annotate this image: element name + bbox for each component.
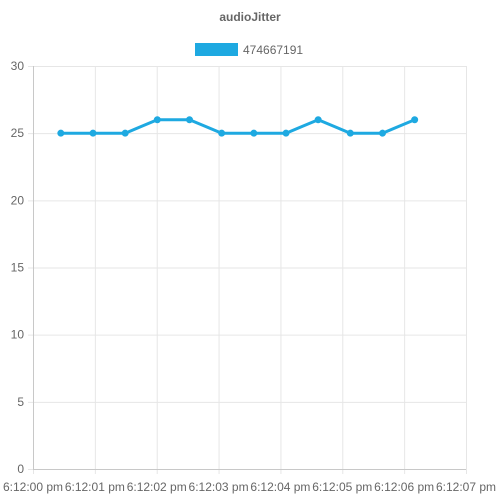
- y-axis-ticks: 0 5 10 15 20 25 30: [11, 59, 25, 476]
- data-point[interactable]: [153, 116, 161, 124]
- chart-title: audioJitter: [219, 10, 281, 24]
- y-tick-label: 30: [11, 59, 25, 73]
- data-point[interactable]: [89, 129, 97, 137]
- x-axis-ticks: 6:12:00 pm 6:12:01 pm 6:12:02 pm 6:12:03 pm…: [3, 480, 496, 494]
- x-tick-label: 6:12:06 pm: [374, 480, 434, 494]
- x-tick-label: 6:12:05 pm: [312, 480, 372, 494]
- legend-label: 474667191: [243, 43, 303, 57]
- y-tick-label: 0: [17, 462, 24, 476]
- data-point[interactable]: [411, 116, 419, 124]
- x-tick-label: 6:12:04 pm: [250, 480, 310, 494]
- data-point[interactable]: [314, 116, 322, 124]
- x-tick-label: 6:12:02 pm: [127, 480, 187, 494]
- data-point[interactable]: [250, 129, 258, 137]
- data-point[interactable]: [57, 129, 65, 137]
- y-tick-label: 5: [17, 395, 24, 409]
- data-point[interactable]: [218, 129, 226, 137]
- x-tick-label: 6:12:03 pm: [189, 480, 249, 494]
- data-point[interactable]: [185, 116, 193, 124]
- y-tick-label: 15: [11, 261, 25, 275]
- legend-swatch: [195, 43, 238, 56]
- y-tick-label: 20: [11, 193, 25, 207]
- data-point[interactable]: [378, 129, 386, 137]
- x-tick-label: 6:12:00 pm: [3, 480, 63, 494]
- series-line: [60, 118, 416, 135]
- data-point[interactable]: [121, 129, 129, 137]
- x-tick-label: 6:12:01 pm: [65, 480, 125, 494]
- data-point[interactable]: [346, 129, 354, 137]
- y-tick-label: 10: [11, 328, 25, 342]
- axes: [33, 66, 466, 470]
- x-tick-label: 6:12:07 pm: [436, 480, 496, 494]
- grid: [28, 66, 467, 474]
- data-point[interactable]: [282, 129, 290, 137]
- series-474667191: [57, 116, 419, 137]
- y-tick-label: 25: [11, 126, 25, 140]
- legend[interactable]: 474667191: [195, 43, 303, 57]
